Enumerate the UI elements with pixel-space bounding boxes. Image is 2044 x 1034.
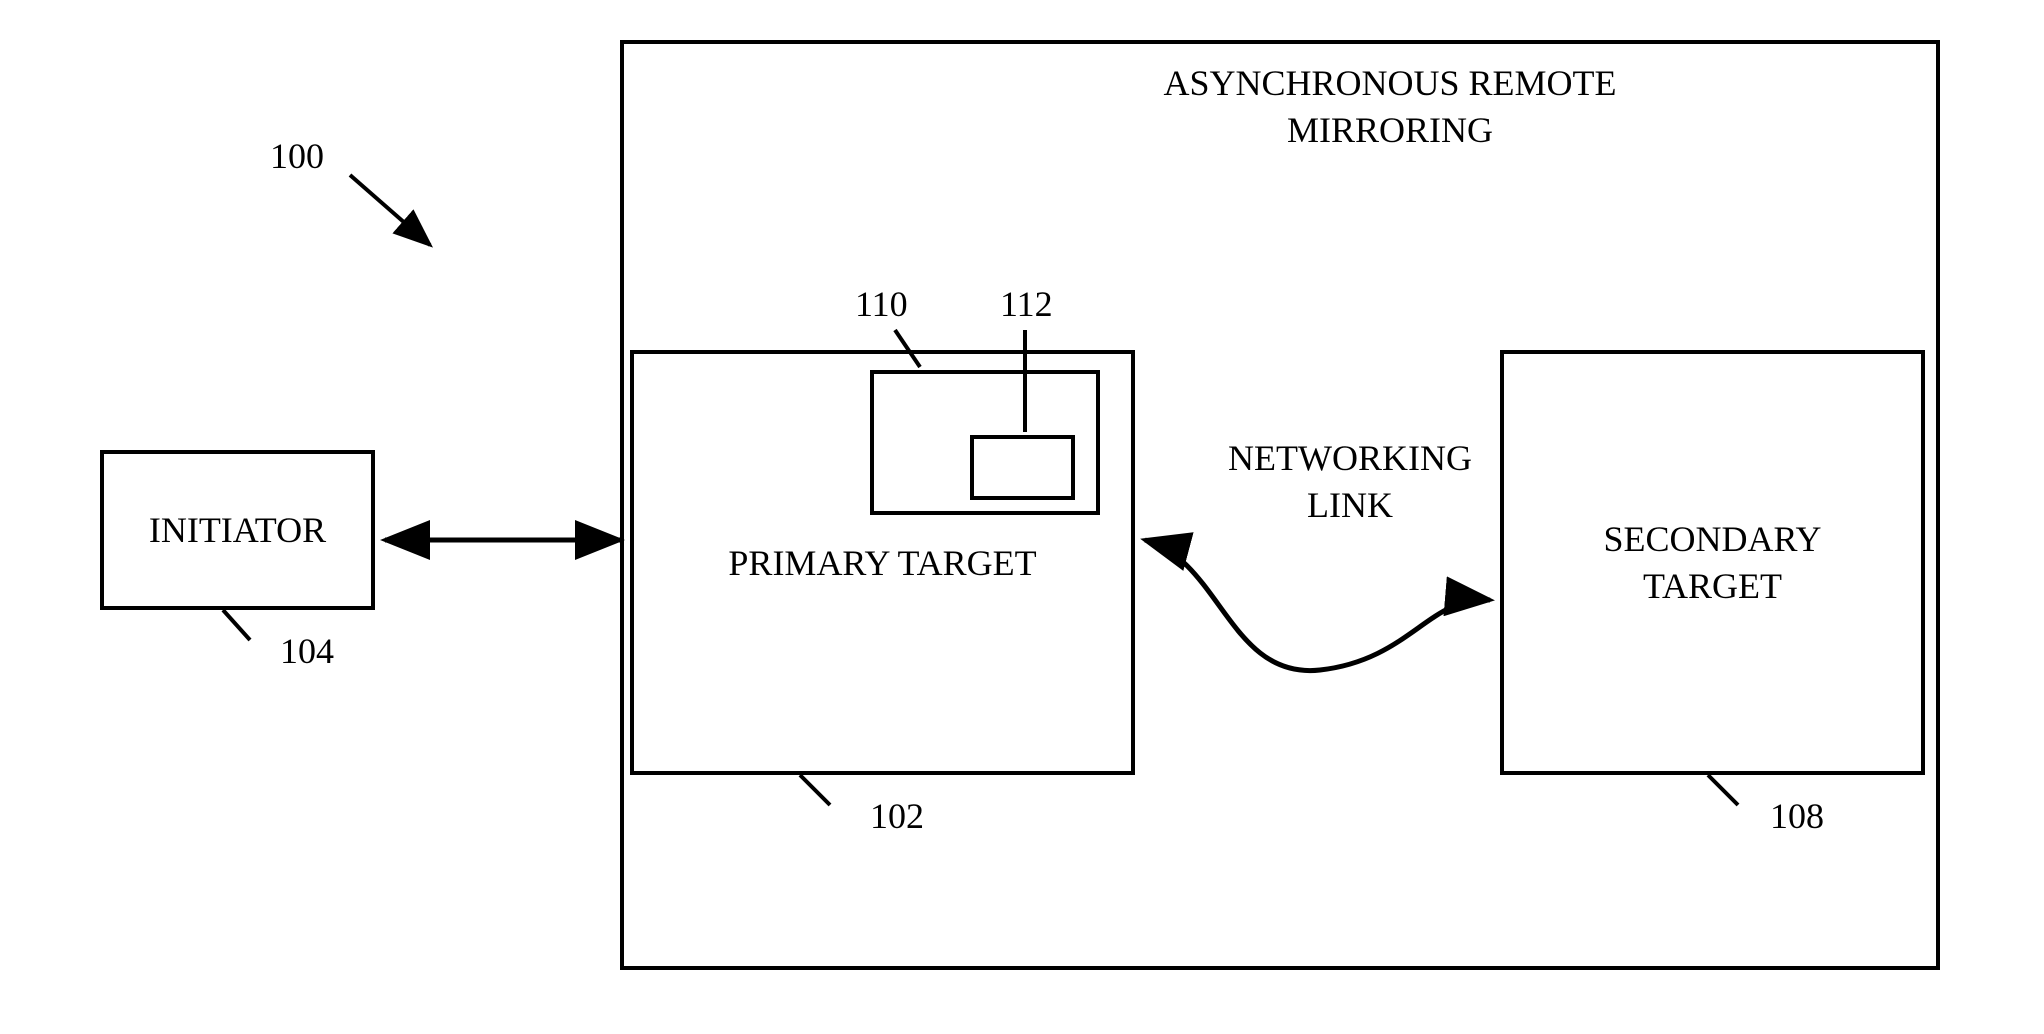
- networking-link-label: NETWORKING LINK: [1200, 435, 1500, 529]
- container-title: ASYNCHRONOUS REMOTE MIRRORING: [1090, 60, 1690, 154]
- networking-label-line2: LINK: [1307, 485, 1393, 525]
- figure-ref-100: 100: [270, 135, 324, 177]
- diagram-container: 100 ASYNCHRONOUS REMOTE MIRRORING INITIA…: [0, 0, 2044, 1034]
- initiator-box: INITIATOR: [100, 450, 375, 610]
- container-title-line1: ASYNCHRONOUS REMOTE: [1163, 63, 1616, 103]
- secondary-ref: 108: [1770, 795, 1824, 837]
- primary-label: PRIMARY TARGET: [728, 542, 1036, 584]
- initiator-tick: [223, 610, 250, 640]
- inner-110-ref: 110: [855, 283, 908, 325]
- networking-label-line1: NETWORKING: [1228, 438, 1472, 478]
- initiator-ref: 104: [280, 630, 334, 672]
- inner-112-ref: 112: [1000, 283, 1053, 325]
- secondary-label-line1: SECONDARY: [1603, 516, 1821, 563]
- primary-ref: 102: [870, 795, 924, 837]
- container-title-line2: MIRRORING: [1287, 110, 1493, 150]
- initiator-label: INITIATOR: [149, 509, 326, 551]
- figure-ref-arrow: [350, 175, 430, 245]
- secondary-label-line2: TARGET: [1603, 563, 1821, 610]
- secondary-target-box: SECONDARY TARGET: [1500, 350, 1925, 775]
- inner-box-112: [970, 435, 1075, 500]
